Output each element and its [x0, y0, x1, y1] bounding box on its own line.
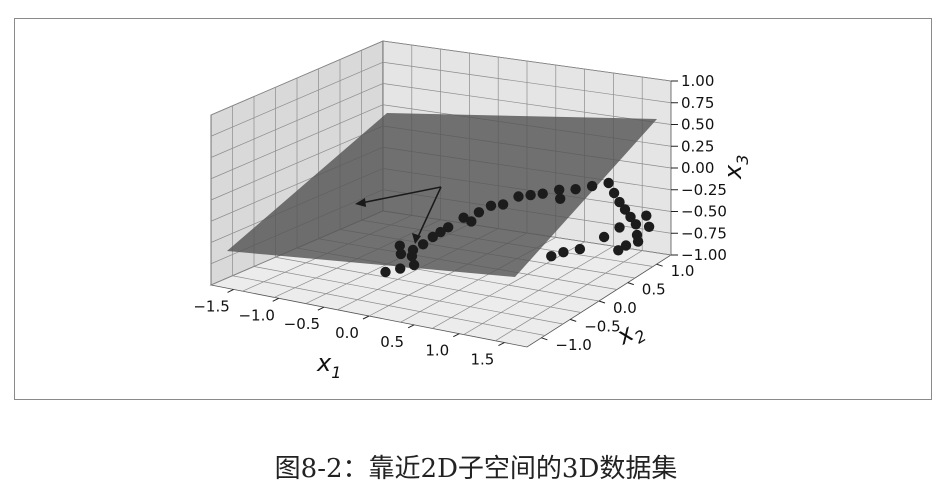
x-tick-mark — [362, 315, 370, 320]
z-axis-ticks: −1.00 −0.75 −0.50 −0.25 0.00 0.25 0.50 0.75 1.00 — [671, 72, 727, 264]
data-point — [537, 188, 548, 199]
x-tick-mark — [453, 333, 460, 338]
x-tick-mark — [317, 306, 325, 311]
data-point — [380, 266, 391, 278]
data-point — [458, 212, 469, 223]
z-axis-label: x3 — [719, 155, 752, 180]
z-tick-label: 0.50 — [681, 116, 714, 134]
data-point — [395, 248, 407, 260]
x-tick-label: 1.0 — [425, 342, 449, 360]
x-tick-label: 1.5 — [470, 351, 494, 369]
x-axis-label: x1 — [316, 349, 341, 382]
y-tick-mark — [627, 282, 634, 286]
z-tick-label: 0.00 — [681, 159, 714, 177]
data-point — [513, 191, 524, 202]
y-tick-label: 0.0 — [613, 299, 637, 317]
y-tick-label: 0.5 — [642, 281, 666, 299]
grid-line — [210, 40, 384, 116]
data-point — [485, 200, 497, 211]
grid-line — [382, 83, 672, 125]
data-point — [586, 180, 598, 192]
data-point — [427, 231, 438, 243]
vector-1-arrowhead — [355, 198, 366, 207]
data-point — [614, 196, 625, 208]
grid-line — [210, 125, 384, 201]
data-point — [417, 239, 429, 250]
data-point — [443, 222, 454, 233]
fitted-plane — [227, 113, 657, 277]
data-point — [554, 184, 565, 195]
x-tick-label: 0.5 — [380, 333, 404, 351]
data-point — [613, 245, 624, 256]
y-tick-label: −1.0 — [555, 336, 591, 354]
grid-line — [210, 83, 384, 158]
x-tick-label: −1.5 — [193, 297, 229, 315]
vector-2-arrowhead — [412, 233, 421, 244]
data-point — [466, 216, 477, 227]
y-tick-mark — [541, 337, 548, 341]
data-point — [395, 263, 406, 274]
data-point — [546, 251, 557, 262]
z-tick-label: 0.25 — [681, 137, 714, 155]
grid-line — [495, 250, 643, 342]
data-point — [574, 243, 586, 255]
grid-line — [210, 104, 384, 180]
x-tick-mark — [272, 297, 279, 302]
data-point — [570, 184, 581, 195]
z-tick-label: −0.50 — [681, 203, 727, 221]
data-point — [555, 193, 566, 204]
data-point — [641, 210, 652, 221]
data-point — [473, 207, 485, 218]
grid-line — [463, 245, 614, 335]
figure-frame: −1.5 −1.0 −0.5 0.0 0.5 1.0 1.5 −1.0 −0.5 0.0 0.5 1… — [14, 18, 932, 400]
x-tick-label: −0.5 — [284, 315, 320, 333]
data-point — [630, 219, 642, 230]
x-tick-label: 0.0 — [335, 324, 359, 342]
x-tick-mark — [227, 288, 234, 293]
data-point — [608, 187, 620, 199]
x-tick-mark — [407, 324, 415, 329]
x-axis-ticks: −1.5 −1.0 −0.5 0.0 0.5 1.0 1.5 — [193, 288, 505, 369]
z-tick-label: 1.00 — [681, 72, 714, 90]
y-tick-mark — [598, 300, 606, 304]
z-tick-label: −1.00 — [681, 246, 727, 264]
y-axis-ticks: −1.0−0.50.0 0.5 1.0 — [541, 262, 694, 354]
data-point — [408, 259, 420, 271]
data-point — [620, 240, 632, 251]
x-tick-label: −1.0 — [238, 306, 274, 324]
vector-2 — [416, 186, 442, 240]
x-tick-mark — [498, 342, 505, 347]
y-tick-label: −0.5 — [584, 317, 620, 335]
data-point — [643, 221, 655, 232]
data-point — [525, 189, 536, 201]
scatter-3d-plot: −1.5 −1.0 −0.5 0.0 0.5 1.0 1.5 −1.0−0.50.00.51… — [193, 40, 752, 382]
data-point — [497, 199, 509, 210]
y-tick-label: 1.0 — [671, 262, 695, 280]
grid-line — [382, 61, 672, 104]
z-tick-label: −0.25 — [681, 181, 727, 199]
data-point — [558, 247, 569, 258]
data-point — [394, 240, 405, 251]
z-tick-label: −0.75 — [681, 224, 727, 242]
data-point — [598, 231, 610, 243]
grid-line — [432, 241, 585, 329]
component-vectors — [355, 186, 442, 244]
y-tick-mark — [656, 263, 663, 267]
grid-line — [382, 40, 672, 82]
data-point — [625, 211, 636, 223]
data-point — [619, 204, 631, 215]
z-tick-label: 0.75 — [681, 94, 714, 112]
data-points — [380, 177, 655, 278]
vector-1 — [360, 186, 442, 204]
data-point — [603, 177, 614, 189]
data-point — [632, 236, 644, 247]
data-point — [406, 251, 418, 262]
figure-caption: 图8-2：靠近2D子空间的3D数据集 — [274, 454, 678, 484]
data-point — [614, 222, 625, 233]
y-tick-mark — [570, 318, 577, 322]
grid-line — [210, 61, 384, 137]
data-point — [435, 226, 446, 238]
